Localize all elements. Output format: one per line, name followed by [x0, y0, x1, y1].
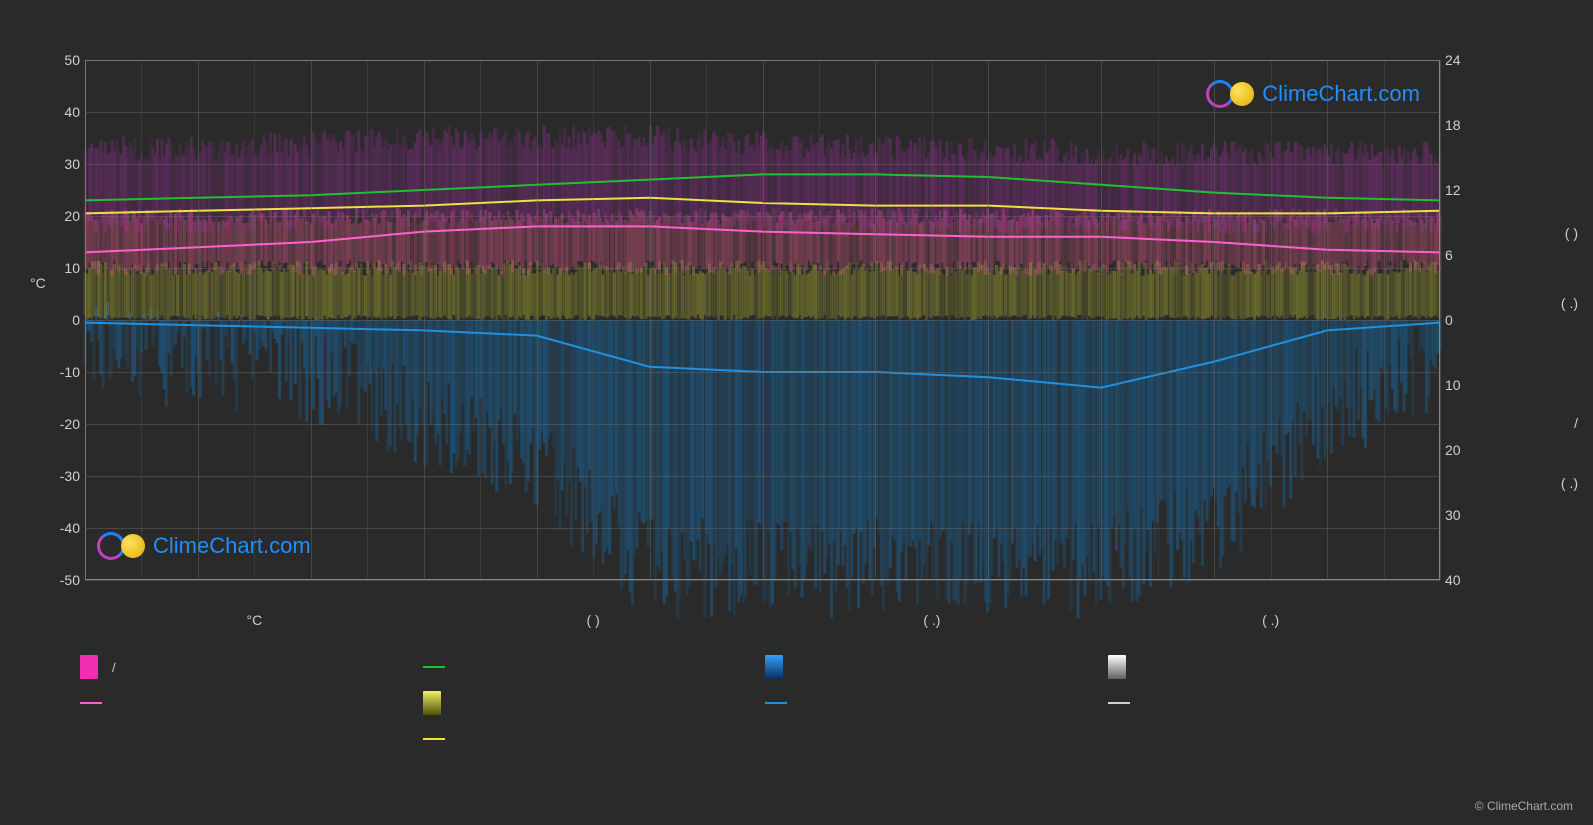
- gridline-v-minor: [1158, 60, 1159, 580]
- y-left-tick: -10: [35, 364, 80, 380]
- gridline-v-minor: [254, 60, 255, 580]
- y-right-tick: 0: [1445, 312, 1485, 328]
- legend-swatch: [765, 702, 787, 704]
- y-left-tick: 10: [35, 260, 80, 276]
- legend-swatch: [80, 702, 102, 704]
- legend-item: [765, 655, 797, 679]
- y-left-tick: -40: [35, 520, 80, 536]
- gridline-v: [198, 60, 199, 580]
- y-left-tick: 20: [35, 208, 80, 224]
- gridline-v: [988, 60, 989, 580]
- copyright: © ClimeChart.com: [1475, 799, 1573, 813]
- legend-item: [1108, 691, 1144, 715]
- legend-item: /: [80, 655, 116, 679]
- climate-chart: °C ClimeChart.com ClimeChart.com 5040302…: [0, 0, 1593, 825]
- legend-item: [765, 691, 801, 715]
- y-right-tick: 20: [1445, 442, 1485, 458]
- y-right-tick: 12: [1445, 182, 1485, 198]
- y-right-tick: 18: [1445, 117, 1485, 133]
- right-ann-1: ( ): [1565, 225, 1578, 241]
- legend-swatch: [1108, 702, 1130, 704]
- legend-swatch: [423, 666, 445, 668]
- gridline-v-minor: [367, 60, 368, 580]
- gridline-v-minor: [706, 60, 707, 580]
- y-left-tick: 30: [35, 156, 80, 172]
- y-right-tick: 24: [1445, 52, 1485, 68]
- watermark-bottom: ClimeChart.com: [97, 532, 311, 560]
- y-right-tick: 6: [1445, 247, 1485, 263]
- watermark-text: ClimeChart.com: [153, 533, 311, 559]
- y-left-unit: °C: [30, 275, 46, 291]
- y-right-tick: 10: [1445, 377, 1485, 393]
- y-left-tick: 50: [35, 52, 80, 68]
- gridline-v: [1327, 60, 1328, 580]
- legend-header-row: °C ( ) ( .) ( .): [85, 612, 1440, 628]
- legend-item: [423, 727, 459, 751]
- watermark-text: ClimeChart.com: [1262, 81, 1420, 107]
- legend-swatch: [765, 655, 783, 679]
- gridline-v: [424, 60, 425, 580]
- right-axis-annotations: ( ) ( .) / ( .): [1543, 60, 1573, 580]
- legend-header-2: ( ): [424, 612, 763, 628]
- legend-swatch: [1108, 655, 1126, 679]
- gridline-v: [311, 60, 312, 580]
- y-right-tick: 40: [1445, 572, 1485, 588]
- legend-column: [755, 655, 1098, 751]
- legend-swatch: [423, 691, 441, 715]
- legend-column: [1098, 655, 1441, 751]
- gridline-v: [763, 60, 764, 580]
- watermark-top: ClimeChart.com: [1206, 80, 1420, 108]
- gridline-v-minor: [932, 60, 933, 580]
- y-right-tick: 30: [1445, 507, 1485, 523]
- gridline-v-minor: [1045, 60, 1046, 580]
- legend-item: [1108, 655, 1140, 679]
- right-ann-4: ( .): [1561, 475, 1578, 491]
- legend-swatch: [80, 655, 98, 679]
- gridline-v: [1214, 60, 1215, 580]
- gridline-h: [85, 580, 1440, 581]
- legend-item: [423, 691, 455, 715]
- gridline-v-minor: [593, 60, 594, 580]
- gridline-v: [1440, 60, 1441, 580]
- gridline-v-minor: [141, 60, 142, 580]
- legend-label: /: [112, 660, 116, 675]
- legend-column: [413, 655, 756, 751]
- gridline-v: [537, 60, 538, 580]
- y-left-tick: 0: [35, 312, 80, 328]
- legend-item: [80, 691, 116, 715]
- y-left-tick: -50: [35, 572, 80, 588]
- gridline-v: [85, 60, 86, 580]
- legend-groups: /: [70, 655, 1440, 751]
- gridline-v-minor: [1384, 60, 1385, 580]
- gridline-v-minor: [480, 60, 481, 580]
- gridline-v: [1101, 60, 1102, 580]
- legend-column: /: [70, 655, 413, 751]
- y-left-tick: 40: [35, 104, 80, 120]
- plot-area: ClimeChart.com ClimeChart.com 5040302010…: [85, 60, 1440, 580]
- logo-sun-icon: [1230, 82, 1254, 106]
- legend-header-4: ( .): [1101, 612, 1440, 628]
- y-left-tick: -30: [35, 468, 80, 484]
- legend-item: [423, 655, 459, 679]
- right-ann-3: /: [1574, 415, 1578, 431]
- gridline-v: [875, 60, 876, 580]
- gridline-v: [650, 60, 651, 580]
- logo-sun-icon: [121, 534, 145, 558]
- legend-swatch: [423, 738, 445, 740]
- y-left-tick: -20: [35, 416, 80, 432]
- legend-header-3: ( .): [763, 612, 1102, 628]
- legend-header-1: °C: [85, 612, 424, 628]
- gridline-v-minor: [1271, 60, 1272, 580]
- right-ann-2: ( .): [1561, 295, 1578, 311]
- gridline-v-minor: [819, 60, 820, 580]
